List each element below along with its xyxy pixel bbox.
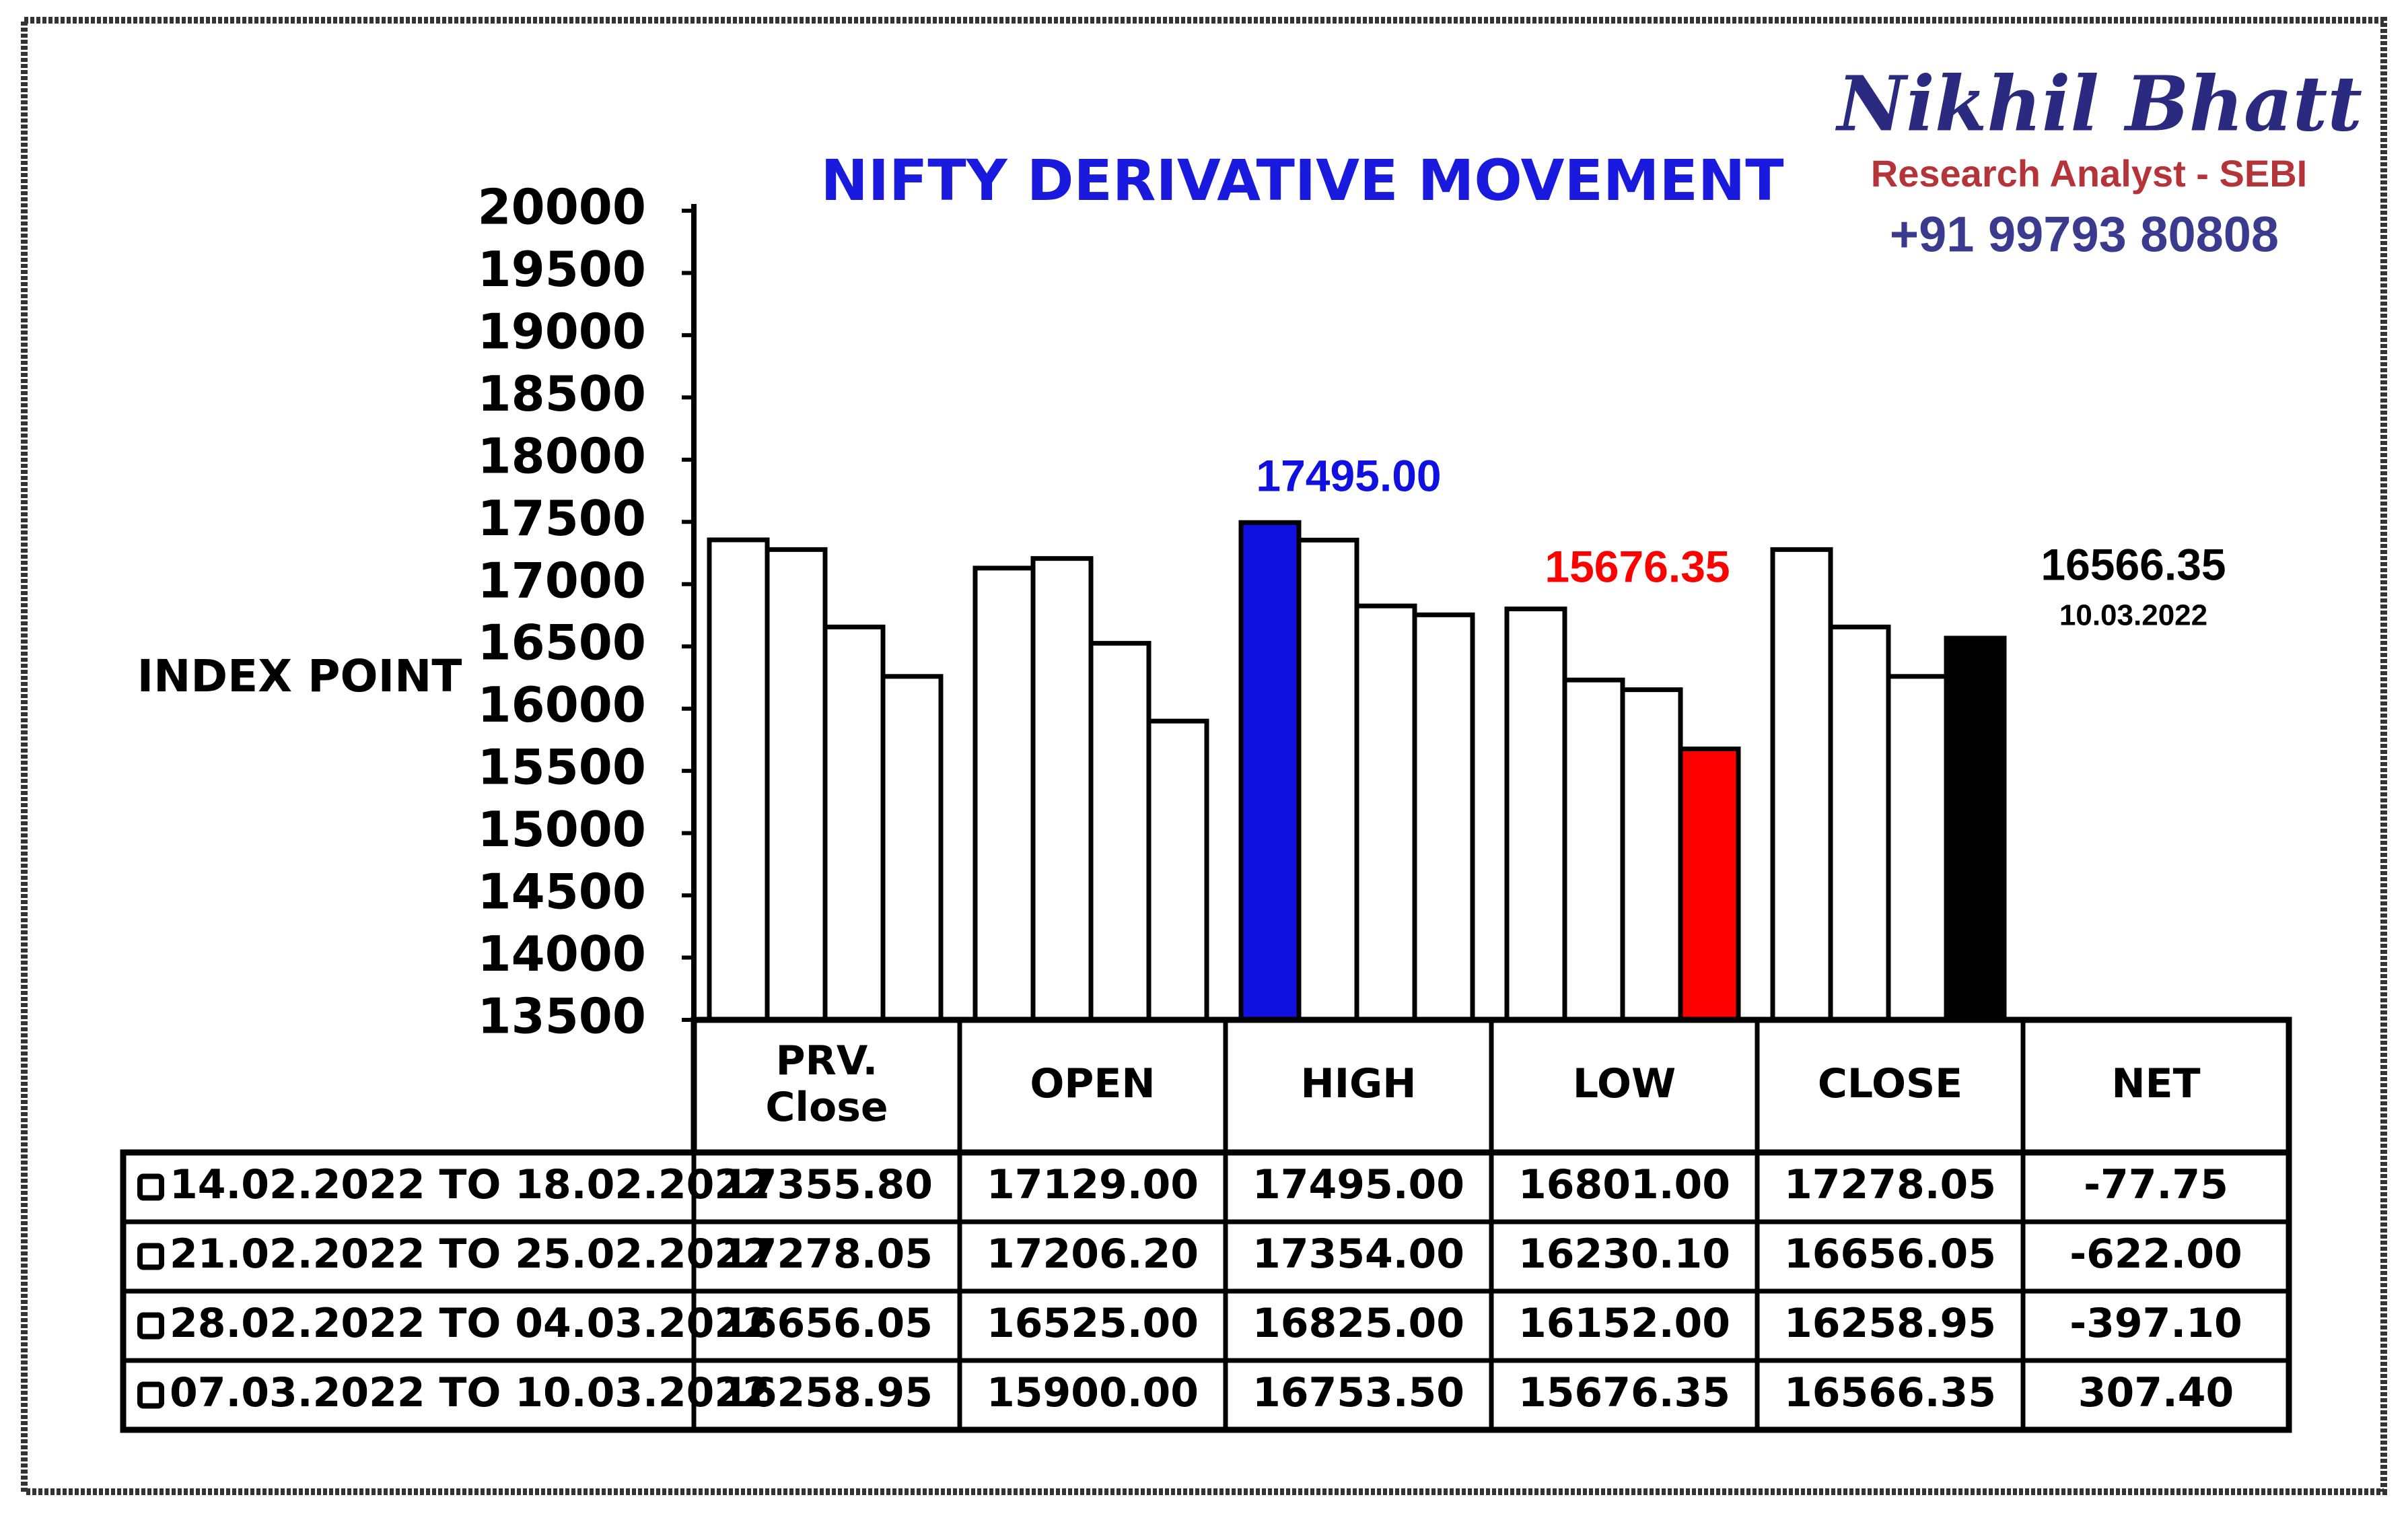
table-cell: 16825.00 <box>1252 1300 1464 1347</box>
annotation: 15676.35 <box>1545 541 1730 591</box>
table-cell: 17355.80 <box>721 1161 933 1208</box>
y-tick-label: 14500 <box>478 864 647 920</box>
column-header: PRV. Close <box>765 1037 888 1131</box>
y-tick-label: 17500 <box>478 490 647 547</box>
y-tick-label: 19500 <box>478 241 647 298</box>
table-cell: 16753.50 <box>1252 1369 1464 1416</box>
y-tick-label: 18000 <box>478 427 647 484</box>
row-label: 21.02.2022 TO 25.02.2022 <box>170 1231 771 1278</box>
table-cell: 16525.00 <box>987 1300 1199 1347</box>
table-cell: 16258.95 <box>721 1369 933 1416</box>
table-cell: 16656.05 <box>1784 1231 1996 1278</box>
bar <box>1238 520 1302 1023</box>
bar <box>822 624 886 1023</box>
y-tick-label: 17000 <box>478 552 647 609</box>
table-cell: 307.40 <box>2078 1369 2234 1416</box>
table-cell: 17206.20 <box>987 1231 1199 1278</box>
table-cell: 16656.05 <box>721 1300 933 1347</box>
y-tick-label: 15000 <box>478 801 647 858</box>
table-cell: 17129.00 <box>987 1161 1199 1208</box>
bar <box>1146 718 1209 1023</box>
legend-icon <box>137 1243 164 1270</box>
table-cell: 16801.00 <box>1518 1161 1730 1208</box>
bar <box>1562 677 1625 1023</box>
table-cell: 15900.00 <box>987 1369 1199 1416</box>
bar <box>880 674 944 1023</box>
bar <box>1088 641 1152 1023</box>
table-cell: 17278.05 <box>1784 1161 1996 1208</box>
bar <box>1412 612 1475 1023</box>
y-tick-label: 16500 <box>478 615 647 671</box>
table-cell: 17278.05 <box>721 1231 933 1278</box>
y-tick-label: 19000 <box>478 303 647 359</box>
table-cell: 16152.00 <box>1518 1300 1730 1347</box>
table-cell: -397.10 <box>2069 1300 2242 1347</box>
bar <box>972 565 1036 1023</box>
legend-icon <box>137 1173 164 1201</box>
brand-name: Nikhil Bhatt <box>1835 60 2362 148</box>
y-tick-label: 20000 <box>478 179 647 236</box>
row-label: 07.03.2022 TO 10.03.2022 <box>170 1369 771 1416</box>
bar <box>1770 547 1833 1023</box>
y-tick-label: 14000 <box>478 926 647 982</box>
column-header: HIGH <box>1300 1060 1416 1107</box>
bar <box>1886 674 1949 1023</box>
y-tick-label: 16000 <box>478 677 647 733</box>
row-label: 28.02.2022 TO 04.03.2022 <box>170 1300 771 1347</box>
chart-title: NIFTY DERIVATIVE MOVEMENT <box>820 147 1783 213</box>
bar <box>707 537 770 1023</box>
table-cell: 17495.00 <box>1252 1161 1464 1208</box>
table-cell: 17354.00 <box>1252 1231 1464 1278</box>
column-header: CLOSE <box>1818 1060 1962 1107</box>
annotation: 16566.35 <box>2041 539 2226 589</box>
row-label: 14.02.2022 TO 18.02.2022 <box>170 1161 771 1208</box>
column-header: LOW <box>1573 1060 1676 1107</box>
bar <box>1620 687 1683 1023</box>
y-tick-label: 18500 <box>478 366 647 422</box>
y-tick-label: 15500 <box>478 739 647 796</box>
brand-role: Research Analyst - SEBI <box>1871 152 2307 195</box>
table-cell: 16258.95 <box>1784 1300 1996 1347</box>
table-cell: -622.00 <box>2069 1231 2242 1278</box>
legend-icon <box>137 1312 164 1340</box>
column-header: NET <box>2111 1060 2200 1107</box>
bar <box>1944 635 2007 1023</box>
bar <box>1030 556 1094 1023</box>
bar <box>765 547 828 1023</box>
bar <box>1296 537 1359 1023</box>
table-cell: 15676.35 <box>1518 1369 1730 1416</box>
bar <box>1828 624 1891 1023</box>
y-tick-label: 13500 <box>478 988 647 1045</box>
table-cell: 16566.35 <box>1784 1369 1996 1416</box>
table-cell: -77.75 <box>2084 1161 2228 1208</box>
bar <box>1678 747 1741 1023</box>
y-axis-label: INDEX POINT <box>137 650 462 702</box>
legend-icon <box>137 1381 164 1409</box>
annotation: 10.03.2022 <box>2059 599 2207 632</box>
brand-phone: +91 99793 80808 <box>1890 207 2279 263</box>
bar <box>1504 607 1567 1023</box>
column-header: OPEN <box>1030 1060 1155 1107</box>
bar <box>1354 603 1417 1023</box>
annotation: 17495.00 <box>1256 450 1441 500</box>
table-cell: 16230.10 <box>1518 1231 1730 1278</box>
